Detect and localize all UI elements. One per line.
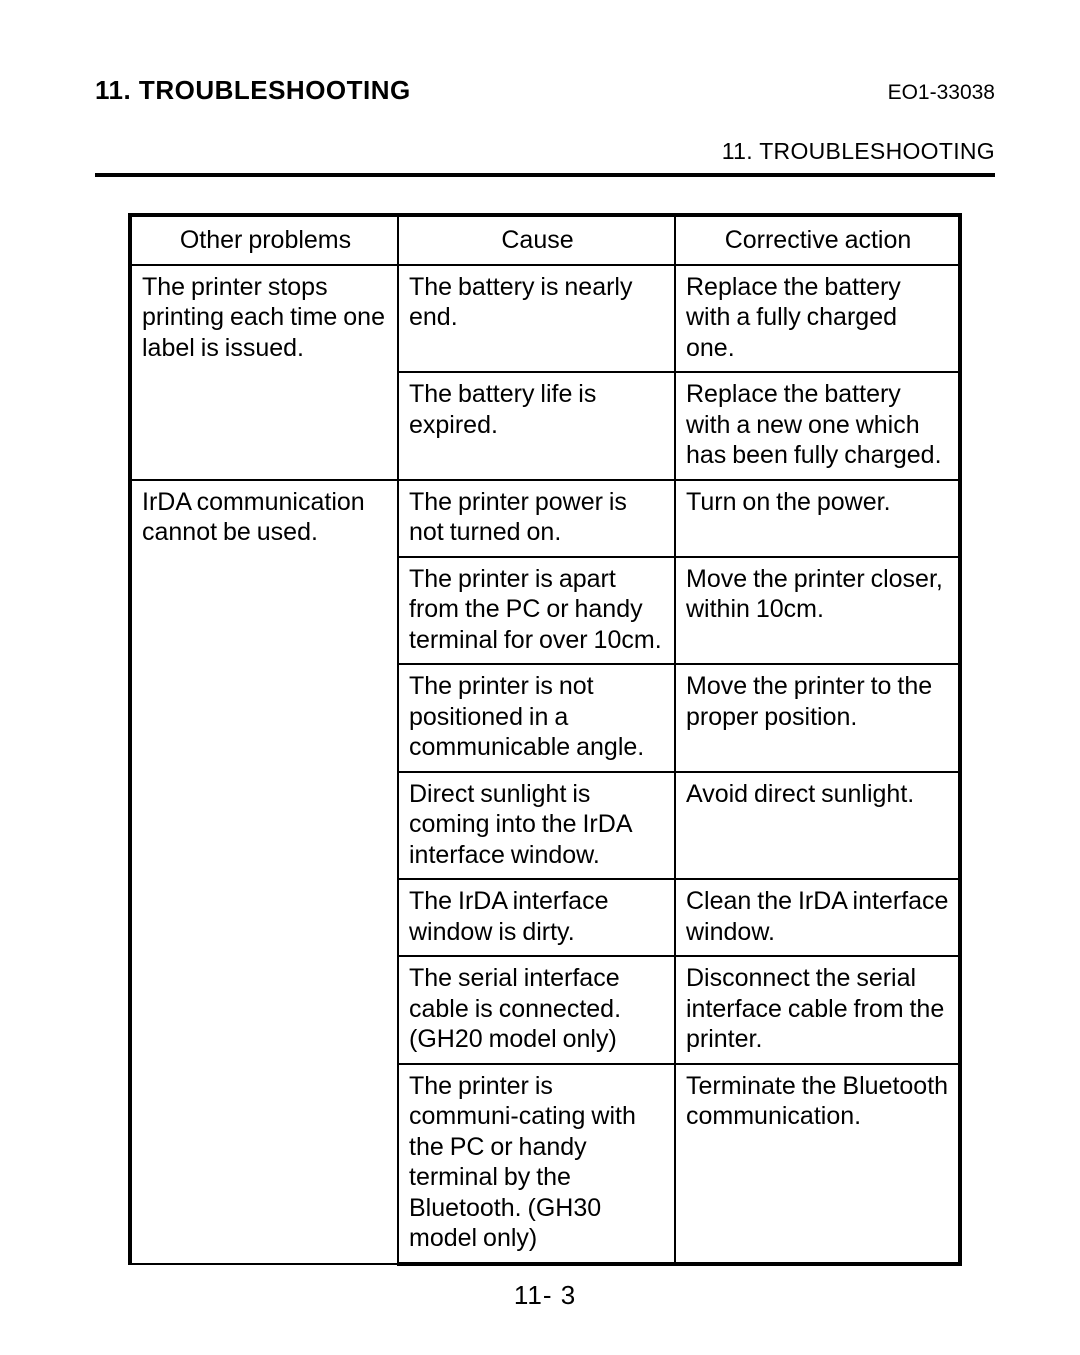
cause-cell: The IrDA interface window is dirty. bbox=[398, 879, 675, 956]
sub-header: 11. TROUBLESHOOTING bbox=[95, 138, 995, 165]
table-header-cell: Cause bbox=[398, 215, 675, 265]
cause-cell: The printer is not positioned in a commu… bbox=[398, 664, 675, 772]
cause-cell: The battery is nearly end. bbox=[398, 265, 675, 373]
page: 11. TROUBLESHOOTING EO1-33038 11. TROUBL… bbox=[0, 0, 1080, 1351]
header-rule bbox=[95, 173, 995, 177]
section-title: 11. TROUBLESHOOTING bbox=[95, 75, 411, 106]
action-cell: Terminate the Bluetooth communication. bbox=[675, 1064, 960, 1264]
cause-cell: The printer is apart from the PC or hand… bbox=[398, 557, 675, 665]
doc-id: EO1-33038 bbox=[888, 81, 995, 105]
action-cell: Move the printer closer, within 10cm. bbox=[675, 557, 960, 665]
action-cell: Replace the battery with a fully charged… bbox=[675, 265, 960, 373]
action-cell: Turn on the power. bbox=[675, 480, 960, 557]
cause-cell: The printer is communi-cating with the P… bbox=[398, 1064, 675, 1264]
action-cell: Replace the battery with a new one which… bbox=[675, 372, 960, 480]
header-row: 11. TROUBLESHOOTING EO1-33038 bbox=[95, 75, 995, 106]
action-cell: Avoid direct sunlight. bbox=[675, 772, 960, 880]
cause-cell: The serial interface cable is connected.… bbox=[398, 956, 675, 1064]
cause-cell: The battery life is expired. bbox=[398, 372, 675, 480]
cause-cell: The printer power is not turned on. bbox=[398, 480, 675, 557]
page-number: 11- 3 bbox=[95, 1280, 995, 1311]
action-cell: Disconnect the serial interface cable fr… bbox=[675, 956, 960, 1064]
cause-cell: Direct sunlight is coming into the IrDA … bbox=[398, 772, 675, 880]
action-cell: Clean the IrDA interface window. bbox=[675, 879, 960, 956]
troubleshooting-table: Other problemsCauseCorrective actionThe … bbox=[128, 213, 962, 1266]
problem-cell: The printer stops printing each time one… bbox=[130, 265, 398, 480]
table-header-cell: Other problems bbox=[130, 215, 398, 265]
action-cell: Move the printer to the proper position. bbox=[675, 664, 960, 772]
problem-cell: IrDA communication cannot be used. bbox=[130, 480, 398, 1264]
table-header-cell: Corrective action bbox=[675, 215, 960, 265]
